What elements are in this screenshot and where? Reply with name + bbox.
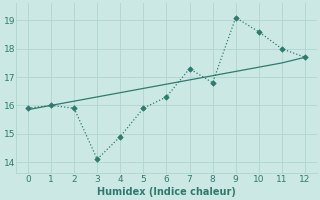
X-axis label: Humidex (Indice chaleur): Humidex (Indice chaleur) <box>97 187 236 197</box>
